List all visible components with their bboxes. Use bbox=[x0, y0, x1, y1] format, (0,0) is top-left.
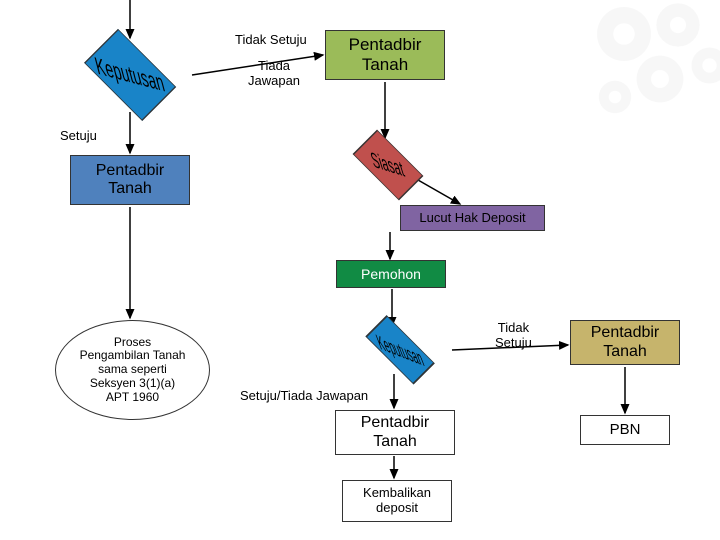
node-pentadbir3: Pentadbir Tanah bbox=[570, 320, 680, 365]
node-proses: Proses Pengambilan Tanah sama seperti Se… bbox=[55, 320, 210, 420]
gear-decoration bbox=[570, 0, 720, 160]
node-label: Pentadbir Tanah bbox=[591, 324, 660, 361]
node-lucut: Lucut Hak Deposit bbox=[400, 205, 545, 231]
node-pentadbir2: Pentadbir Tanah bbox=[70, 155, 190, 205]
node-label: Pentadbir Tanah bbox=[349, 35, 422, 74]
edge-label-tiada_jawapan1: Tiada Jawapan bbox=[248, 58, 300, 88]
edge-label-tidak_setuju2: Tidak Setuju bbox=[495, 320, 532, 350]
edge-label-setuju_tiada2: Setuju/Tiada Jawapan bbox=[240, 388, 368, 403]
node-label: Pentadbir Tanah bbox=[96, 162, 165, 199]
edge-label-tidak_setuju1: Tidak Setuju bbox=[235, 32, 307, 47]
node-pbn: PBN bbox=[580, 415, 670, 445]
edge-label-setuju1: Setuju bbox=[60, 128, 97, 143]
node-label: Keputusan bbox=[92, 52, 168, 98]
node-label: Keputusan bbox=[373, 329, 427, 371]
node-kembalikan: Kembalikan deposit bbox=[342, 480, 452, 522]
node-pentadbir1: Pentadbir Tanah bbox=[325, 30, 445, 80]
node-label: Siasat bbox=[368, 148, 407, 183]
node-label: PBN bbox=[610, 421, 641, 438]
node-label: Pentadbir Tanah bbox=[361, 414, 430, 451]
node-siasat: Siasat bbox=[352, 130, 423, 201]
node-pemohon: Pemohon bbox=[336, 260, 446, 288]
node-pentadbir4: Pentadbir Tanah bbox=[335, 410, 455, 455]
node-label: Pemohon bbox=[361, 266, 421, 282]
node-label: Lucut Hak Deposit bbox=[419, 211, 525, 226]
node-label: Kembalikan deposit bbox=[363, 486, 431, 516]
node-keputusan1: Keputusan bbox=[84, 29, 177, 122]
node-keputusan2: Keputusan bbox=[365, 315, 435, 385]
node-label: Proses Pengambilan Tanah sama seperti Se… bbox=[80, 336, 186, 405]
